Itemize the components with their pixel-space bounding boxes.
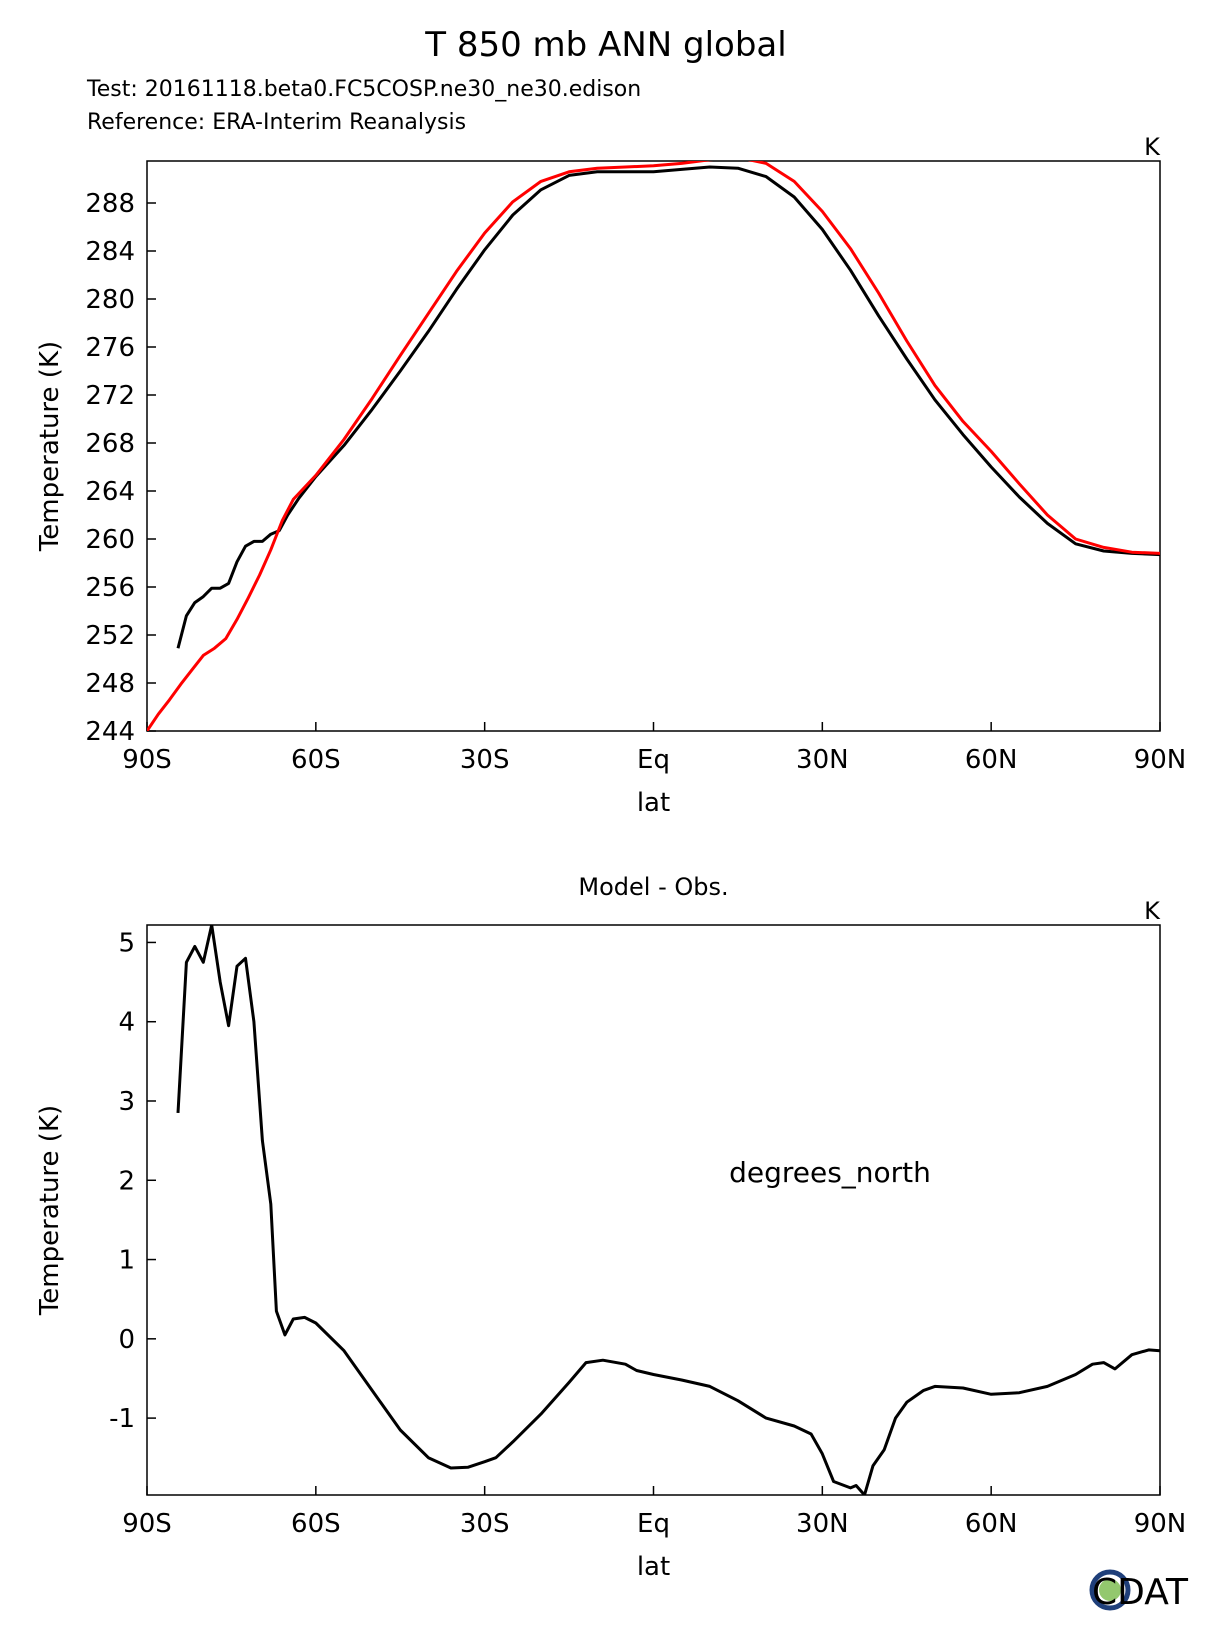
x-tick-label: Eq — [637, 745, 670, 775]
y-tick-label: 2 — [118, 1166, 135, 1196]
x-tick-label: Eq — [637, 1509, 670, 1539]
plot-frame — [146, 924, 1161, 1496]
y-tick-label: 248 — [85, 669, 135, 699]
plot-frame — [146, 160, 1161, 732]
y-tick-label: -1 — [109, 1404, 135, 1434]
y-tick-label: 280 — [85, 285, 135, 315]
x-axis-label: lat — [637, 788, 670, 818]
y-tick-label: 5 — [118, 928, 135, 958]
difference-plot: Model - Obs. K 90S 60S 30S Eq 30N 60N 90N -1 0 1 2 3 4… — [35, 873, 1186, 1582]
x-tick-label: 60S — [291, 745, 341, 775]
annotation-text: degrees_north — [729, 1156, 931, 1189]
y-tick-label: 260 — [85, 525, 135, 555]
x-tick-label: 30S — [460, 1509, 510, 1539]
x-tick-label: 30S — [460, 745, 510, 775]
y-tick-label: 244 — [85, 717, 135, 747]
logo-globe — [1099, 1579, 1121, 1601]
y-tick-label: 256 — [85, 573, 135, 603]
units-label: K — [1144, 897, 1161, 925]
temperature-plot: K 90S 60S 30S Eq 30N 60N 90N 244 248 252 256 260 264 2… — [35, 133, 1186, 818]
y-tick-label: 3 — [118, 1087, 135, 1117]
series-line-reference — [147, 161, 1160, 731]
x-tick-label: 90N — [1134, 745, 1187, 775]
y-tick-label: 252 — [85, 621, 135, 651]
y-tick-label: 276 — [85, 333, 135, 363]
y-tick-label: 284 — [85, 237, 135, 267]
y-tick-label: 1 — [118, 1246, 135, 1276]
units-label: K — [1144, 133, 1161, 161]
y-tick-label: 0 — [118, 1325, 135, 1355]
y-tick-label: 4 — [118, 1008, 135, 1038]
chart-main-title: T 850 mb ANN global — [424, 25, 786, 65]
x-tick-label: 90N — [1134, 1509, 1187, 1539]
test-label: Test: 20161118.beta0.FC5COSP.ne30_ne30.e… — [86, 77, 641, 102]
y-tick-label: 264 — [85, 477, 135, 507]
x-tick-label: 90S — [122, 1509, 172, 1539]
x-tick-label: 60S — [291, 1509, 341, 1539]
logo-ring — [1089, 1569, 1131, 1611]
x-tick-label: 30N — [796, 1509, 849, 1539]
x-tick-label: 60N — [965, 1509, 1018, 1539]
cdat-logo: CDAT — [1089, 1569, 1189, 1613]
y-axis-label: Temperature (K) — [35, 341, 65, 552]
y-tick-label: 268 — [85, 429, 135, 459]
x-tick-label: 60N — [965, 745, 1018, 775]
reference-label: Reference: ERA-Interim Reanalysis — [87, 110, 466, 135]
y-tick-label: 272 — [85, 381, 135, 411]
series-line-model-obs- — [176, 925, 1160, 1495]
x-axis-label: lat — [637, 1552, 670, 1582]
series-line-test — [176, 165, 1160, 649]
logo-text: CDAT — [1092, 1572, 1189, 1613]
x-tick-label: 90S — [122, 745, 172, 775]
y-axis-label: Temperature (K) — [35, 1105, 65, 1316]
x-tick-label: 30N — [796, 745, 849, 775]
y-tick-label: 288 — [85, 189, 135, 219]
plot-title: Model - Obs. — [578, 873, 728, 901]
